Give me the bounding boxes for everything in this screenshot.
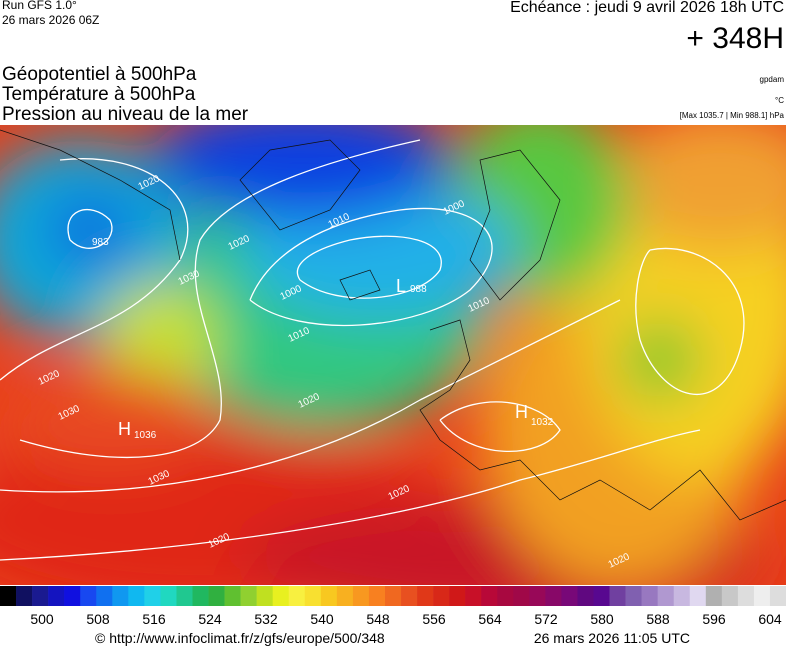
colorbar-swatch: [208, 586, 225, 606]
colorbar-label: 540: [310, 611, 334, 627]
colorbar-swatch: [401, 586, 418, 606]
colorbar-swatch: [48, 586, 65, 606]
colorbar-swatch: [561, 586, 578, 606]
colorbar-swatch: [80, 586, 97, 606]
source: © http://www.infoclimat.fr/z/gfs/europe/…: [95, 630, 385, 646]
colorbar-swatch: [769, 586, 786, 606]
colorbar-swatch: [336, 586, 354, 606]
colorbar-label: 508: [86, 611, 110, 627]
colorbar-swatch: [673, 586, 691, 606]
colorbar-swatch: [0, 586, 17, 606]
colorbar-swatch: [529, 586, 546, 606]
colorbar-swatch: [593, 586, 610, 606]
center-value: 988: [410, 284, 427, 295]
run-date: 26 mars 2026 06Z: [2, 13, 99, 27]
unit: gpdam: [760, 75, 785, 84]
colorbar-swatch: [433, 586, 450, 606]
colorbar-swatch: [224, 586, 241, 606]
colorbar-label: 596: [702, 611, 726, 627]
center-value: 983: [92, 237, 109, 248]
colorbar-swatch: [32, 586, 49, 606]
colorbar-label: 572: [534, 611, 558, 627]
centers: H 1036 H 1032 L 988 983: [92, 237, 554, 441]
colorbar-label: 500: [30, 611, 54, 627]
pressure-range: [Max 1035.7 | Min 988.1] hPa: [680, 111, 785, 120]
colorbar-swatch: [128, 586, 145, 606]
legend-line: Température à 500hPa: [2, 84, 196, 105]
colorbar-swatch: [657, 586, 675, 606]
colorbar-swatch: [625, 586, 642, 606]
colorbar-swatch: [256, 586, 273, 606]
colorbar-swatch: [96, 586, 113, 606]
colorbar-label: 580: [590, 611, 614, 627]
colorbar-swatch: [513, 586, 530, 606]
colorbar-swatch: [64, 586, 81, 606]
colorbar-swatch: [288, 586, 306, 606]
colorbar: 500 508 516 524 532 540 548 556 564 572 580 588 596 6…: [0, 586, 786, 627]
colorbar-swatch: [272, 586, 290, 606]
footer-date: 26 mars 2026 11:05 UTC: [534, 630, 690, 646]
colorbar-label: 532: [254, 611, 278, 627]
colorbar-label: 524: [198, 611, 222, 627]
center-letter: H: [515, 402, 528, 422]
colorbar-swatch: [497, 586, 514, 606]
colorbar-swatch: [753, 586, 771, 606]
echeance: Echéance : jeudi 9 avril 2026 18h UTC: [510, 0, 784, 16]
center-letter: H: [118, 419, 131, 439]
map: [0, 125, 786, 585]
unit: °C: [775, 96, 784, 105]
horizon: + 348H: [686, 22, 784, 55]
colorbar-swatch: [352, 586, 370, 606]
colorbar-label: 588: [646, 611, 670, 627]
colorbar-swatch: [160, 586, 177, 606]
colorbar-label: 556: [422, 611, 446, 627]
colorbar-label: 604: [758, 611, 782, 627]
colorbar-swatch: [465, 586, 482, 606]
colorbar-swatch: [705, 586, 723, 606]
colorbar-swatch: [16, 586, 33, 606]
colorbar-swatch: [384, 586, 402, 606]
colorbar-label: 516: [142, 611, 166, 627]
colorbar-label: 548: [366, 611, 390, 627]
colorbar-swatch: [176, 586, 193, 606]
center-value: 1036: [134, 430, 157, 441]
colorbar-swatch: [737, 586, 755, 606]
center-value: 1032: [531, 417, 554, 428]
center-letter: L: [396, 276, 406, 296]
colorbar-swatch: [609, 586, 626, 606]
run: Run GFS 1.0°: [2, 0, 77, 12]
colorbar-swatch: [481, 586, 498, 606]
colorbar-swatch: [545, 586, 562, 606]
colorbar-swatch: [641, 586, 658, 606]
colorbar-swatch: [449, 586, 466, 606]
colorbar-swatch: [689, 586, 707, 606]
colorbar-label: 564: [478, 611, 502, 627]
colorbar-swatch: [144, 586, 161, 606]
colorbar-swatch: [417, 586, 434, 606]
colorbar-swatch: [304, 586, 322, 606]
legend-line: Géopotentiel à 500hPa: [2, 64, 197, 85]
colorbar-swatch: [192, 586, 209, 606]
colorbar-swatch: [721, 586, 739, 606]
colorbar-swatch: [320, 586, 338, 606]
legend-line: Pression au niveau de la mer: [2, 104, 249, 125]
colorbar-swatch: [112, 586, 129, 606]
colorbar-swatch: [577, 586, 594, 606]
colorbar-swatch: [240, 586, 257, 606]
colorbar-swatch: [368, 586, 386, 606]
